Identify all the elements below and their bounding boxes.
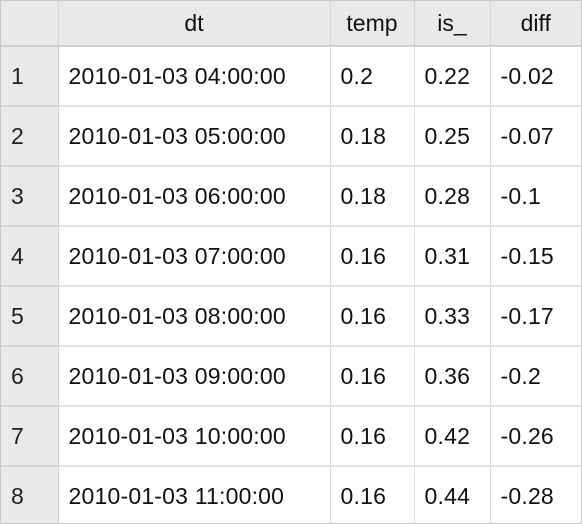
table-row: 8 2010-01-03 11:00:00 0.16 0.44 -0.28 (1, 466, 581, 523)
cell-dt[interactable]: 2010-01-03 06:00:00 (58, 166, 331, 227)
table-row: 3 2010-01-03 06:00:00 0.18 0.28 -0.1 (1, 166, 581, 227)
cell-dt[interactable]: 2010-01-03 09:00:00 (58, 346, 331, 407)
row-index[interactable]: 3 (1, 166, 59, 227)
cell-temp[interactable]: 0.16 (330, 346, 415, 407)
column-header-temp[interactable]: temp (330, 1, 415, 47)
cell-is[interactable]: 0.31 (414, 226, 491, 287)
table-row: 2 2010-01-03 05:00:00 0.18 0.25 -0.07 (1, 106, 581, 167)
column-header-is[interactable]: is_ (414, 1, 491, 47)
row-index[interactable]: 6 (1, 346, 59, 407)
cell-diff[interactable]: -0.17 (490, 286, 581, 347)
row-index[interactable]: 1 (1, 46, 59, 107)
cell-diff[interactable]: -0.2 (490, 346, 581, 407)
row-index[interactable]: 5 (1, 286, 59, 347)
cell-is[interactable]: 0.33 (414, 286, 491, 347)
cell-dt[interactable]: 2010-01-03 11:00:00 (58, 466, 331, 523)
table-row: 1 2010-01-03 04:00:00 0.2 0.22 -0.02 (1, 46, 581, 107)
cell-is[interactable]: 0.36 (414, 346, 491, 407)
cell-dt[interactable]: 2010-01-03 07:00:00 (58, 226, 331, 287)
cell-temp[interactable]: 0.18 (330, 166, 415, 227)
cell-diff[interactable]: -0.1 (490, 166, 581, 227)
cell-diff[interactable]: -0.02 (490, 46, 581, 107)
cell-diff[interactable]: -0.15 (490, 226, 581, 287)
table-row: 7 2010-01-03 10:00:00 0.16 0.42 -0.26 (1, 406, 581, 467)
cell-is[interactable]: 0.25 (414, 106, 491, 167)
cell-diff[interactable]: -0.07 (490, 106, 581, 167)
cell-temp[interactable]: 0.16 (330, 226, 415, 287)
cell-temp[interactable]: 0.16 (330, 466, 415, 523)
cell-temp[interactable]: 0.16 (330, 286, 415, 347)
row-index[interactable]: 7 (1, 406, 59, 467)
cell-dt[interactable]: 2010-01-03 05:00:00 (58, 106, 331, 167)
column-header-diff[interactable]: diff (490, 1, 581, 47)
cell-temp[interactable]: 0.16 (330, 406, 415, 467)
row-index[interactable]: 4 (1, 226, 59, 287)
header-row: dt temp is_ diff (1, 1, 581, 47)
row-index[interactable]: 2 (1, 106, 59, 167)
table-row: 6 2010-01-03 09:00:00 0.16 0.36 -0.2 (1, 346, 581, 407)
cell-temp[interactable]: 0.2 (330, 46, 415, 107)
cell-dt[interactable]: 2010-01-03 10:00:00 (58, 406, 331, 467)
corner-cell[interactable] (1, 1, 59, 47)
cell-dt[interactable]: 2010-01-03 04:00:00 (58, 46, 331, 107)
cell-temp[interactable]: 0.18 (330, 106, 415, 167)
cell-is[interactable]: 0.42 (414, 406, 491, 467)
column-header-dt[interactable]: dt (58, 1, 331, 47)
cell-dt[interactable]: 2010-01-03 08:00:00 (58, 286, 331, 347)
table-row: 4 2010-01-03 07:00:00 0.16 0.31 -0.15 (1, 226, 581, 287)
cell-diff[interactable]: -0.26 (490, 406, 581, 467)
cell-diff[interactable]: -0.28 (490, 466, 581, 523)
table-row: 5 2010-01-03 08:00:00 0.16 0.33 -0.17 (1, 286, 581, 347)
cell-is[interactable]: 0.44 (414, 466, 491, 523)
cell-is[interactable]: 0.28 (414, 166, 491, 227)
row-index[interactable]: 8 (1, 466, 59, 523)
cell-is[interactable]: 0.22 (414, 46, 491, 107)
